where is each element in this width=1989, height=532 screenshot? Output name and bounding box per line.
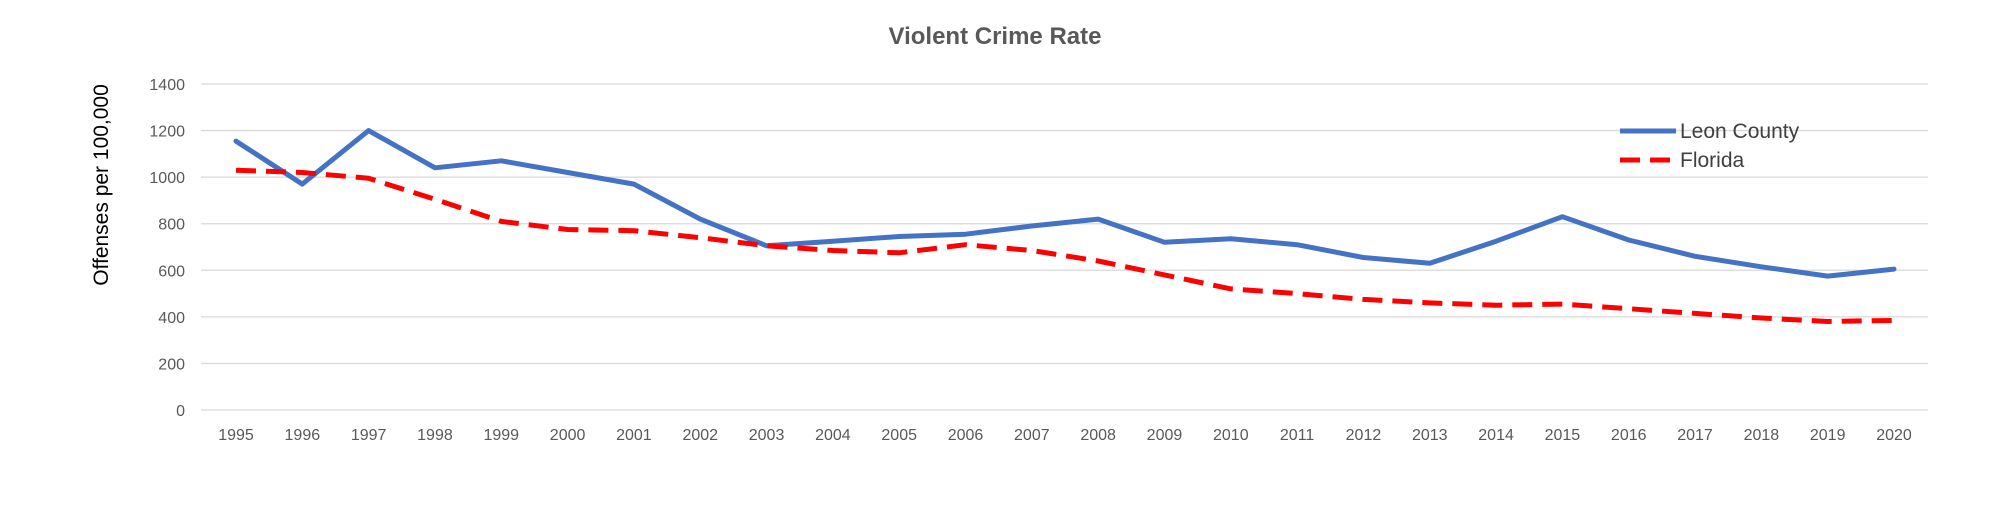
- x-tick-label: 2015: [1545, 427, 1581, 444]
- x-tick-label: 2008: [1080, 427, 1116, 444]
- x-tick-label: 2000: [550, 427, 586, 444]
- x-tick-label: 2006: [948, 427, 984, 444]
- y-tick-label: 1400: [149, 77, 185, 94]
- x-tick-label: 2001: [616, 427, 652, 444]
- legend: Leon County Florida: [1620, 120, 1800, 172]
- x-tick-label: 2012: [1346, 427, 1382, 444]
- y-tick-label: 1200: [149, 124, 185, 141]
- florida-series-line: [235, 167, 1895, 324]
- legend-label-florida: Florida: [1680, 149, 1745, 172]
- x-tick-label: 2013: [1412, 427, 1448, 444]
- series-lines: [233, 128, 1897, 324]
- x-tick-label: 2016: [1611, 427, 1647, 444]
- x-tick-label: 2010: [1213, 427, 1249, 444]
- y-tick-label: 800: [158, 217, 185, 234]
- x-tick-label: 2002: [682, 427, 718, 444]
- x-tick-label: 2019: [1810, 427, 1846, 444]
- chart-title: Violent Crime Rate: [889, 23, 1102, 50]
- x-tick-label: 2004: [815, 427, 851, 444]
- x-tick-label: 1999: [483, 427, 519, 444]
- x-tick-label: 1995: [218, 427, 254, 444]
- x-tick-label: 2020: [1876, 427, 1912, 444]
- x-tick-label: 2003: [749, 427, 785, 444]
- x-tick-label: 2009: [1147, 427, 1183, 444]
- y-tick-label: 0: [176, 403, 185, 420]
- x-tick-label: 1997: [351, 427, 387, 444]
- y-tick-label: 600: [158, 263, 185, 280]
- leon-county-series-line: [233, 128, 1897, 279]
- y-tick-label: 400: [158, 310, 185, 327]
- y-axis-ticks: 0 200 400 600 800 1000 1200 1400: [149, 77, 185, 420]
- y-tick-label: 200: [158, 356, 185, 373]
- x-tick-label: 2007: [1014, 427, 1050, 444]
- x-tick-label: 2018: [1744, 427, 1780, 444]
- x-tick-label: 2017: [1677, 427, 1713, 444]
- x-tick-label: 2005: [881, 427, 917, 444]
- x-tick-label: 2011: [1280, 427, 1315, 444]
- legend-label-leon-county: Leon County: [1680, 120, 1800, 143]
- x-tick-label: 1998: [417, 427, 453, 444]
- x-tick-label: 1996: [285, 427, 321, 444]
- x-tick-label: 2014: [1478, 427, 1514, 444]
- x-axis-ticks: 1995 1996 1997 1998 1999 2000 2001 2002 2003 2004…: [218, 427, 1912, 444]
- y-axis-label: Offenses per 100,000: [90, 84, 113, 286]
- y-tick-label: 1000: [149, 170, 185, 187]
